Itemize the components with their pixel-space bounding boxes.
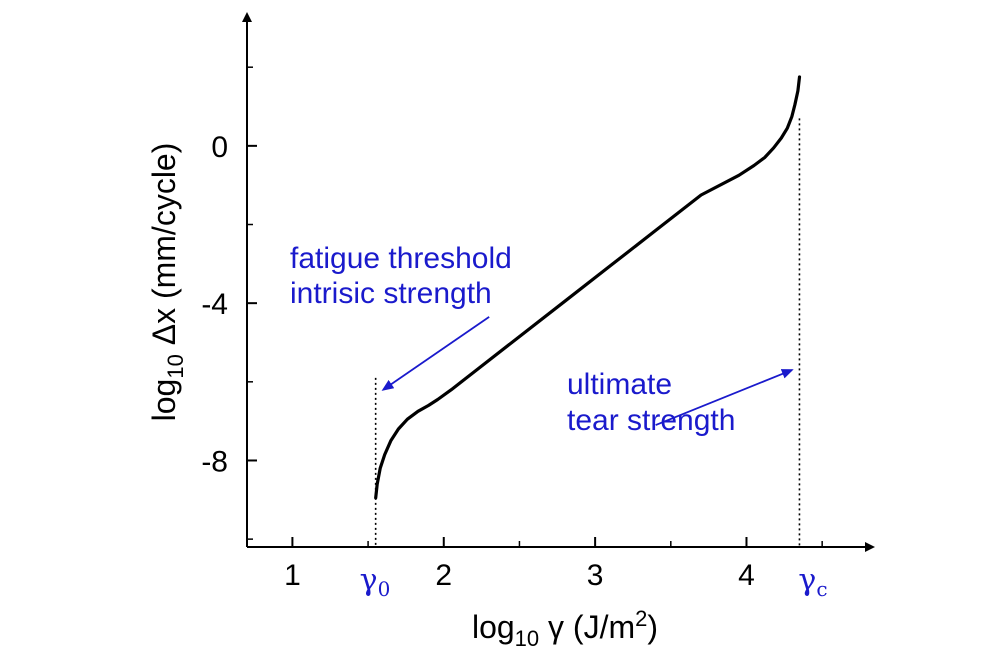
series-line: [374, 75, 802, 500]
y-tick-label: -8: [201, 445, 228, 478]
x-tick-label: 4: [738, 559, 755, 592]
y-axis-title: log10 Δx (mm/cycle): [146, 143, 188, 422]
gammac-label: γc: [798, 563, 827, 601]
x-axis-ticks: 1 2 3 4: [284, 537, 823, 592]
x-axis-title: log10 γ (J/m2): [472, 606, 658, 651]
x-tick-label: 3: [587, 559, 604, 592]
y-axis-ticks: 0 -4 -8: [201, 66, 257, 540]
y-tick-label: 0: [211, 131, 228, 164]
annotation-text: fatigue threshold intrisic strength: [290, 242, 512, 310]
annotations: fatigue threshold intrisic strength ultima…: [290, 242, 794, 437]
x-tick-label: 1: [284, 559, 301, 592]
gamma0-label: γ0: [360, 563, 391, 601]
x-tick-label: 2: [435, 559, 452, 592]
annotation-arrow: [655, 369, 794, 426]
y-tick-label: -4: [201, 288, 228, 321]
annotation-text: ultimate tear strength: [567, 368, 735, 437]
threshold-lines: [374, 118, 801, 547]
annotation-arrow: [381, 316, 490, 391]
